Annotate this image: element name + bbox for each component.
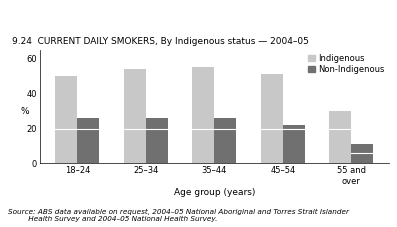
Bar bbox=[124, 128, 146, 163]
Y-axis label: %: % bbox=[21, 107, 29, 116]
Text: Source: ABS data available on request, 2004–05 National Aboriginal and Torres St: Source: ABS data available on request, 2… bbox=[8, 209, 349, 222]
Bar bbox=[214, 128, 236, 163]
Bar bbox=[351, 153, 373, 163]
Bar bbox=[77, 128, 99, 163]
Bar bbox=[283, 128, 305, 163]
Legend: Indigenous, Non-Indigenous: Indigenous, Non-Indigenous bbox=[308, 54, 385, 74]
Bar bbox=[193, 128, 214, 163]
Bar bbox=[330, 128, 351, 163]
Bar bbox=[56, 76, 77, 128]
Bar bbox=[261, 128, 283, 163]
Bar bbox=[124, 69, 146, 128]
Bar bbox=[214, 118, 236, 128]
Bar bbox=[77, 118, 99, 128]
Bar bbox=[146, 128, 168, 163]
Bar bbox=[261, 74, 283, 128]
Bar bbox=[193, 67, 214, 128]
Text: 9.24  CURRENT DAILY SMOKERS, By Indigenous status — 2004–05: 9.24 CURRENT DAILY SMOKERS, By Indigenou… bbox=[12, 37, 308, 46]
X-axis label: Age group (years): Age group (years) bbox=[174, 188, 255, 197]
Bar bbox=[330, 111, 351, 128]
Bar bbox=[146, 118, 168, 128]
Bar bbox=[351, 144, 373, 153]
Bar bbox=[56, 128, 77, 163]
Bar bbox=[283, 125, 305, 128]
